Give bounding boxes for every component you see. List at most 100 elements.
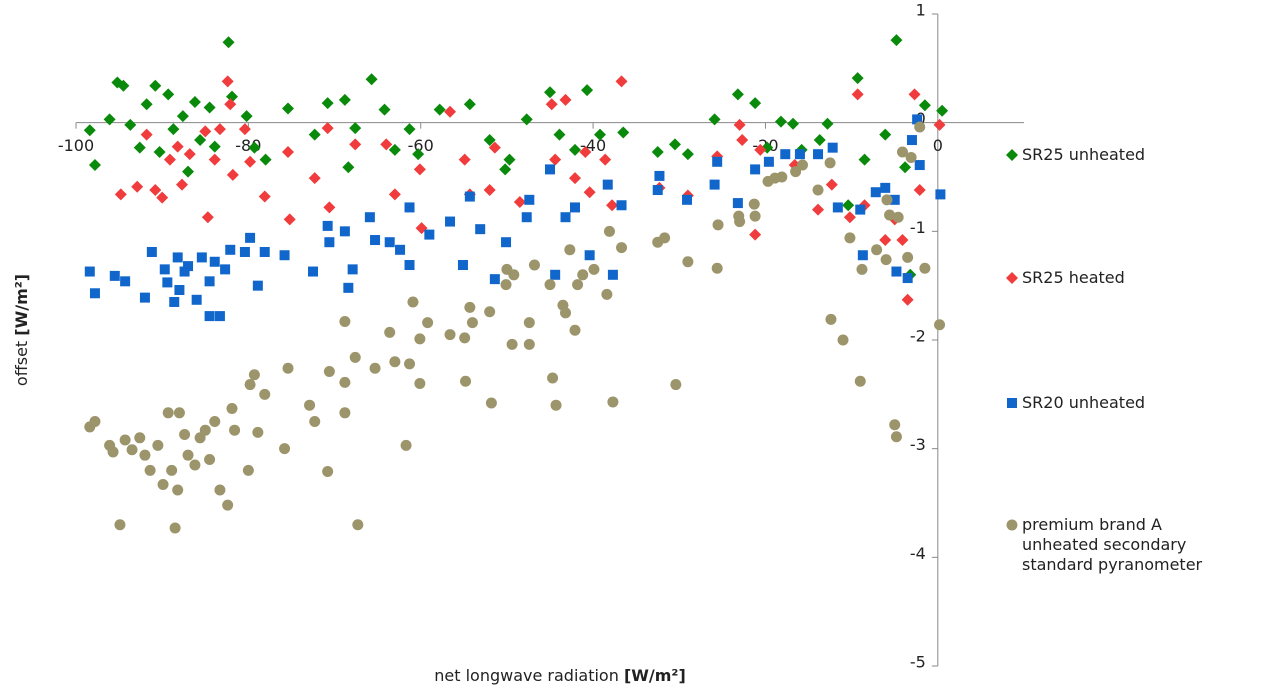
point [617, 126, 630, 139]
point [933, 118, 946, 131]
point [908, 88, 921, 101]
point [731, 88, 744, 101]
point [413, 163, 426, 176]
point [252, 426, 264, 438]
point [238, 123, 251, 136]
point [733, 118, 746, 131]
point [544, 279, 556, 291]
point [182, 165, 195, 178]
point [226, 168, 239, 181]
point [892, 211, 904, 223]
point [245, 232, 256, 243]
point [388, 143, 401, 156]
point [209, 416, 221, 427]
point [242, 464, 254, 476]
point [433, 103, 446, 116]
point [324, 237, 335, 248]
point [352, 519, 364, 531]
point [912, 114, 923, 125]
point [282, 146, 295, 159]
point [339, 407, 351, 419]
point [919, 262, 931, 274]
point [934, 319, 946, 331]
point [851, 88, 864, 101]
point [652, 185, 663, 196]
point [459, 332, 471, 344]
point [369, 362, 381, 374]
point [424, 229, 435, 240]
point [159, 264, 170, 275]
point [139, 449, 151, 461]
point [283, 213, 296, 226]
point [162, 277, 173, 288]
point [114, 519, 126, 531]
point [485, 397, 497, 409]
point [380, 138, 393, 151]
point [364, 212, 375, 223]
point [603, 225, 615, 237]
point [84, 266, 95, 277]
point [553, 128, 566, 141]
point [149, 184, 162, 197]
point [321, 122, 334, 135]
legend-label: SR25 heated [1022, 268, 1125, 287]
point [651, 146, 664, 159]
point [544, 86, 556, 99]
point [914, 160, 925, 171]
point [444, 105, 457, 118]
point [134, 432, 146, 444]
point [204, 276, 215, 287]
point [913, 184, 926, 197]
x-axis-title-unit: [W/m²] [624, 666, 686, 685]
legend-label: premium brand A unheated secondary stand… [1022, 515, 1203, 574]
point [157, 479, 169, 491]
point [780, 149, 791, 160]
point [880, 254, 892, 266]
point [501, 237, 512, 248]
point [879, 128, 892, 141]
point [174, 285, 185, 296]
point [550, 399, 562, 411]
point [221, 75, 234, 88]
legend-label: SR20 unheated [1022, 393, 1146, 412]
point [787, 117, 800, 130]
point [163, 153, 176, 166]
point [560, 212, 571, 223]
point [384, 326, 396, 338]
point [208, 153, 221, 166]
point [654, 170, 665, 181]
point [483, 134, 496, 147]
point [321, 97, 334, 110]
point [936, 104, 949, 117]
point [182, 449, 194, 461]
point [584, 250, 595, 261]
point [813, 134, 826, 147]
point [259, 246, 270, 257]
y-tick-label: -1 [910, 218, 926, 237]
point [508, 269, 520, 281]
point [279, 443, 291, 455]
point [748, 198, 760, 210]
point [842, 199, 855, 212]
point [569, 202, 580, 213]
point [162, 88, 175, 101]
point [404, 202, 415, 213]
point [581, 84, 594, 97]
point [347, 264, 358, 275]
point [891, 266, 902, 277]
point [152, 439, 164, 451]
point [524, 194, 535, 205]
point [884, 209, 896, 221]
point [139, 292, 150, 303]
point [475, 224, 486, 235]
point [568, 172, 581, 185]
point [403, 123, 416, 136]
point [880, 182, 891, 193]
point [588, 263, 600, 275]
point [179, 266, 190, 277]
point [89, 288, 100, 299]
point [173, 407, 185, 419]
point [889, 194, 900, 205]
point [119, 434, 131, 446]
point [827, 142, 838, 153]
